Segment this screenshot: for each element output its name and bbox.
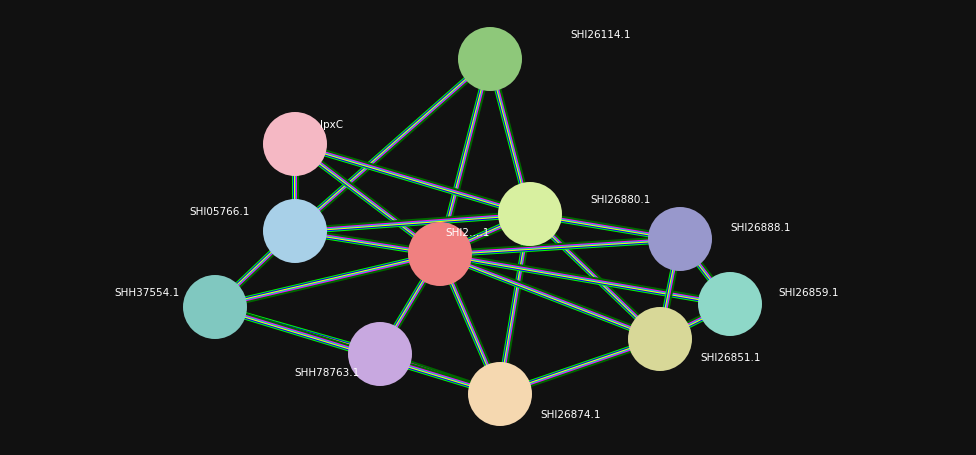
Circle shape [698,273,762,336]
Text: SHH78763.1: SHH78763.1 [295,367,360,377]
Circle shape [263,200,327,263]
Text: SHI26874.1: SHI26874.1 [540,409,600,419]
Circle shape [408,222,472,286]
Text: SHI26880.1: SHI26880.1 [590,195,650,205]
Circle shape [498,182,562,247]
Circle shape [348,322,412,386]
Circle shape [628,307,692,371]
Circle shape [458,28,522,92]
Text: SHI26888.1: SHI26888.1 [730,222,791,233]
Circle shape [263,113,327,177]
Text: SHH37554.1: SHH37554.1 [115,288,180,298]
Circle shape [648,207,712,271]
Text: lpxC: lpxC [320,120,344,130]
Circle shape [468,362,532,426]
Circle shape [183,275,247,339]
Text: SHI05766.1: SHI05766.1 [189,207,250,217]
Text: SHI26114.1: SHI26114.1 [570,30,630,40]
Text: SHI26859.1: SHI26859.1 [778,288,838,298]
Text: SHI26851.1: SHI26851.1 [700,352,760,362]
Text: SHI2….1: SHI2….1 [445,228,489,238]
